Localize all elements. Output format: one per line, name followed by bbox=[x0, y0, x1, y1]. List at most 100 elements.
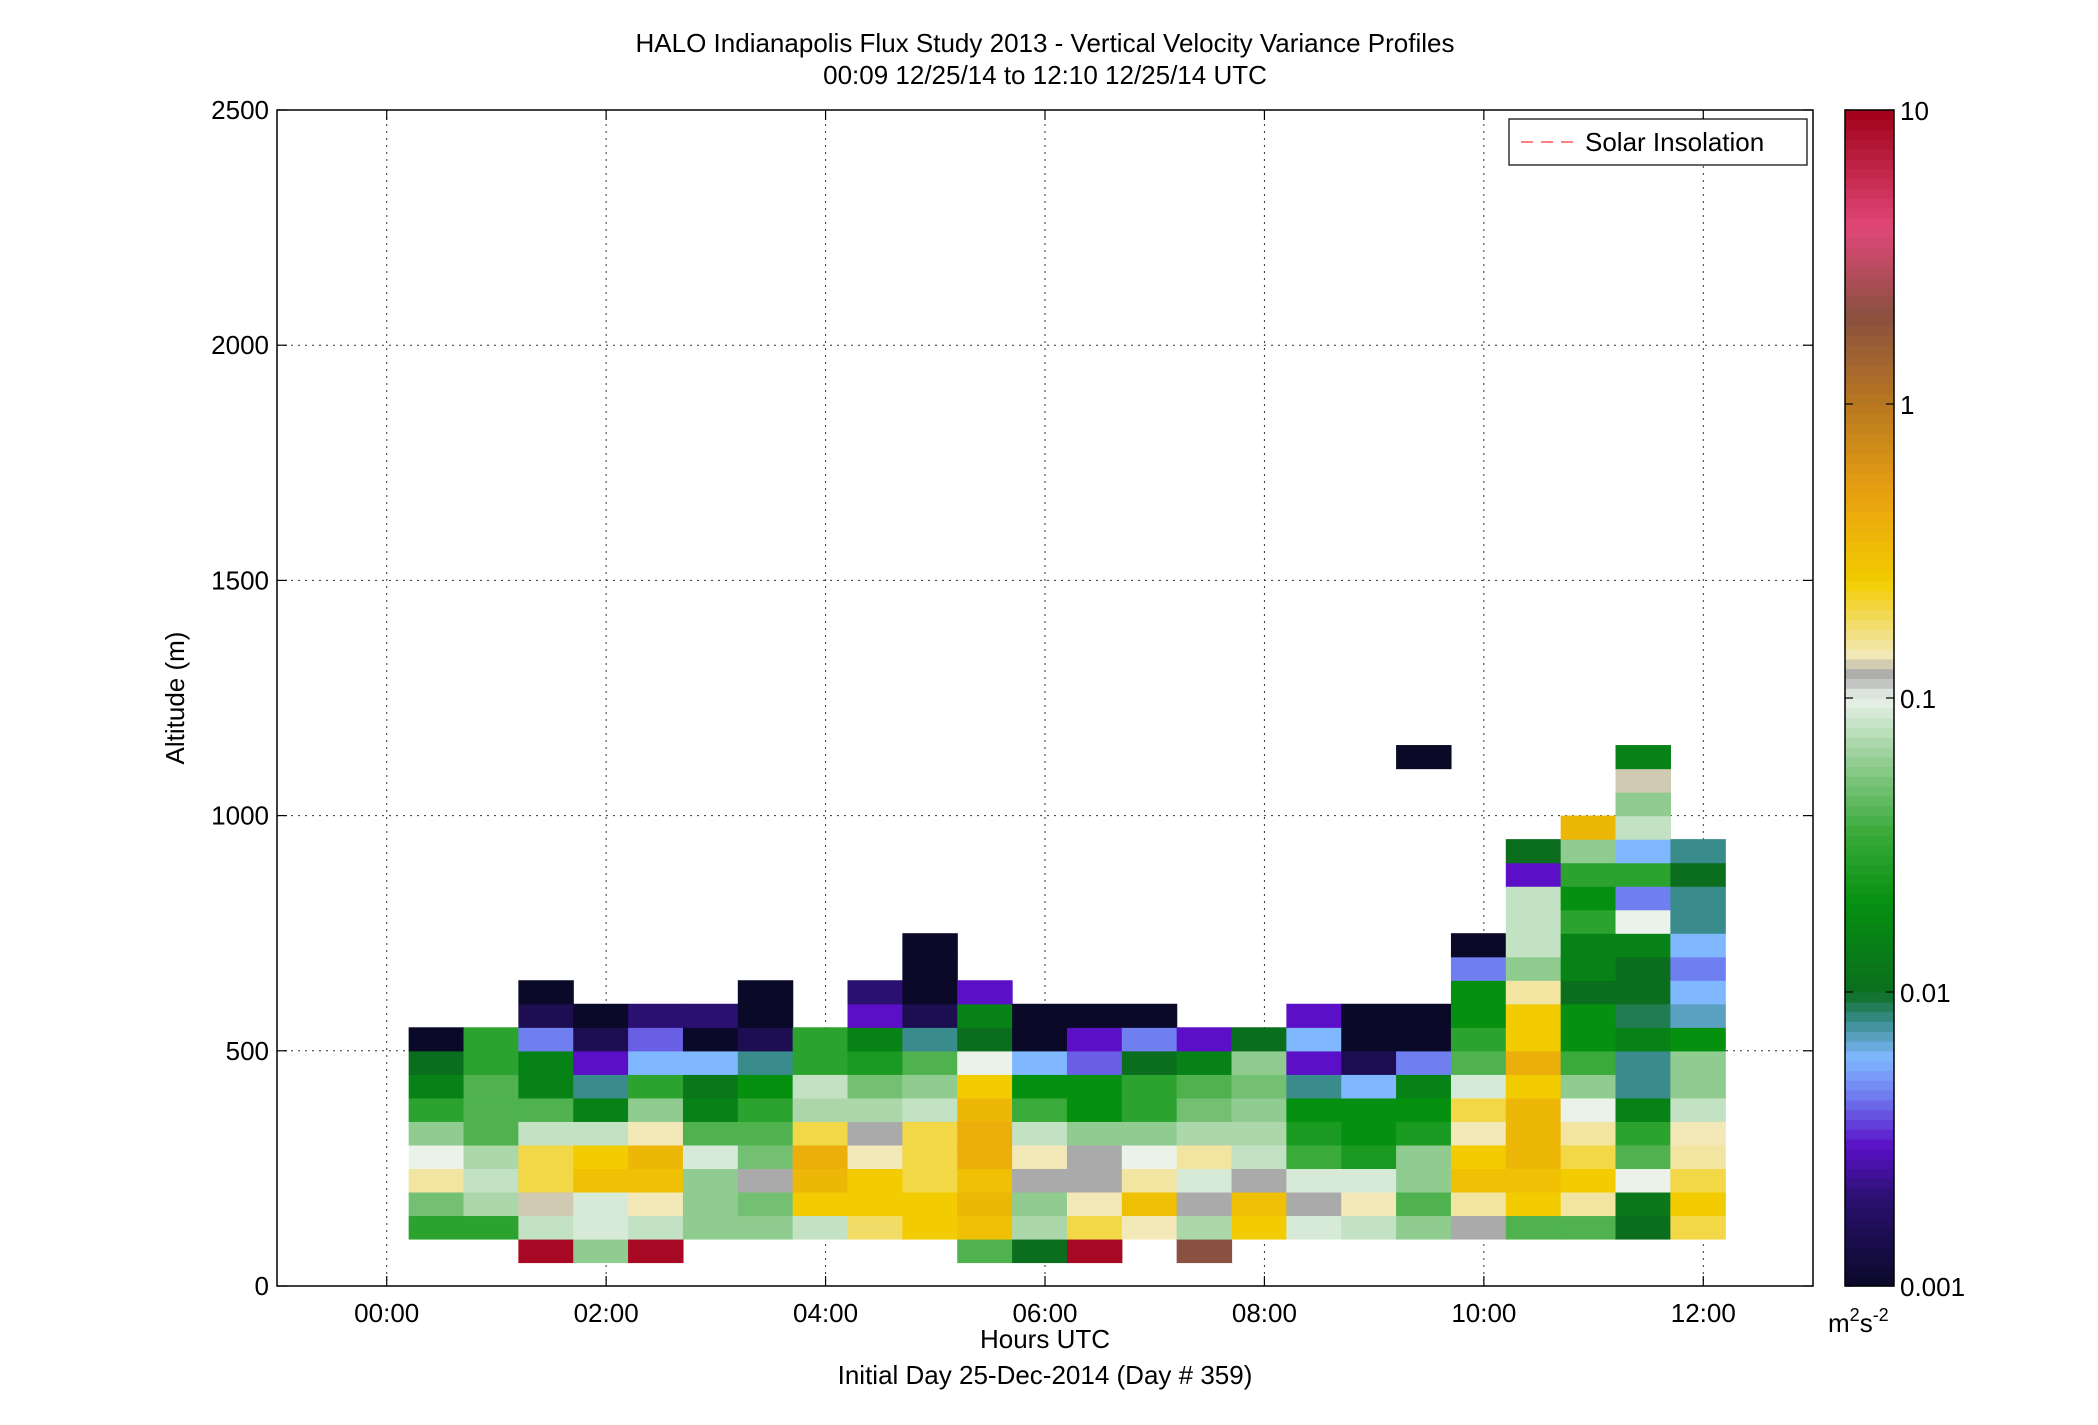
heatmap-cell bbox=[1615, 839, 1671, 864]
y-tick-labels: 0 500 1000 1500 2000 2500 bbox=[211, 95, 269, 1301]
colorbar-band bbox=[1845, 913, 1894, 924]
heatmap-cell bbox=[628, 1074, 684, 1099]
colorbar-band bbox=[1845, 649, 1894, 660]
legend-label-solar-insolation: Solar Insolation bbox=[1585, 127, 1764, 157]
heatmap-cell bbox=[1231, 1097, 1287, 1122]
colorbar-band bbox=[1845, 894, 1894, 905]
colorbar-band bbox=[1845, 1080, 1894, 1091]
heatmap-cell bbox=[1560, 1168, 1617, 1193]
heatmap-cell bbox=[1286, 1215, 1342, 1240]
heatmap-cell bbox=[957, 1074, 1013, 1099]
heatmap-cell bbox=[1670, 1050, 1726, 1075]
heatmap-cell bbox=[1505, 1191, 1562, 1217]
y-tick-label: 1000 bbox=[211, 801, 269, 831]
colorbar-band bbox=[1845, 874, 1894, 885]
heatmap-cell bbox=[1560, 815, 1617, 840]
heatmap-cell bbox=[1286, 1027, 1342, 1052]
heatmap-cell bbox=[1505, 956, 1562, 981]
heatmap-cell bbox=[1505, 886, 1562, 911]
colorbar-band bbox=[1845, 306, 1894, 317]
colorbar-band bbox=[1845, 110, 1894, 121]
heatmap-cell bbox=[737, 1003, 794, 1028]
heatmap-cell bbox=[737, 1121, 794, 1146]
colorbar-band bbox=[1845, 1207, 1894, 1218]
colorbar-band bbox=[1845, 1001, 1894, 1013]
heatmap-cell bbox=[1396, 1027, 1452, 1052]
colorbar-tick-label: 0.001 bbox=[1900, 1272, 1965, 1302]
heatmap-cell bbox=[1341, 1144, 1397, 1169]
heatmap-cell bbox=[518, 1003, 574, 1028]
heatmap-cell bbox=[957, 1003, 1013, 1028]
axis-ticks bbox=[277, 109, 1813, 1287]
colorbar-band bbox=[1845, 1031, 1894, 1042]
colorbar-band bbox=[1845, 129, 1894, 140]
heatmap-cell bbox=[682, 1003, 739, 1028]
heatmap-cell bbox=[1505, 980, 1562, 1005]
heatmap-cell bbox=[902, 933, 958, 958]
colorbar-band bbox=[1845, 384, 1894, 395]
heatmap-cell bbox=[1231, 1121, 1287, 1146]
heatmap-cell bbox=[682, 1050, 739, 1075]
heatmap-cell bbox=[902, 980, 958, 1005]
heatmap-cell bbox=[628, 1144, 684, 1169]
heatmap-cell bbox=[1560, 1003, 1617, 1028]
heatmap-cell bbox=[1012, 1003, 1068, 1028]
colorbar-band bbox=[1845, 423, 1894, 434]
heatmap-cell bbox=[1396, 1191, 1452, 1217]
heatmap-cell bbox=[1670, 1215, 1726, 1240]
heatmap-cell bbox=[1066, 1074, 1123, 1099]
heatmap-cell bbox=[1450, 1144, 1507, 1169]
colorbar-band bbox=[1845, 796, 1894, 807]
heatmap-cell bbox=[1231, 1050, 1287, 1075]
heatmap-cell bbox=[1670, 886, 1726, 911]
heatmap-cell bbox=[1396, 1168, 1452, 1193]
heatmap-cell bbox=[463, 1121, 519, 1146]
heatmap-cell bbox=[1341, 1050, 1397, 1075]
heatmap-cell bbox=[1066, 1238, 1123, 1264]
colorbar-band bbox=[1845, 1041, 1894, 1052]
heatmap-cell bbox=[1012, 1074, 1068, 1099]
colorbar-band bbox=[1845, 1197, 1894, 1209]
heatmap-cell bbox=[737, 1168, 794, 1193]
heatmap-cell bbox=[1670, 1121, 1726, 1146]
heatmap-cell bbox=[1176, 1027, 1233, 1052]
heatmap-cell bbox=[408, 1168, 465, 1193]
heatmap-cell bbox=[408, 1191, 465, 1217]
heatmap-cell bbox=[847, 1050, 903, 1075]
heatmap-cell bbox=[737, 1050, 794, 1075]
heatmap-cell bbox=[463, 1050, 519, 1075]
heatmap-cell bbox=[1121, 1215, 1178, 1240]
colorbar-band bbox=[1845, 845, 1894, 856]
heatmap-cell bbox=[1176, 1050, 1233, 1075]
heatmap-cell bbox=[1121, 1074, 1178, 1099]
heatmap-cell bbox=[1012, 1238, 1068, 1264]
heatmap-cell bbox=[1286, 1097, 1342, 1122]
heatmap-cell bbox=[1450, 1121, 1507, 1146]
colorbar-band bbox=[1845, 257, 1894, 268]
y-tick-label: 500 bbox=[226, 1036, 269, 1066]
heatmap-cell bbox=[1012, 1144, 1068, 1169]
colorbar-band bbox=[1845, 884, 1894, 895]
heatmap-cell bbox=[847, 1215, 903, 1240]
heatmap-cell bbox=[1615, 1074, 1671, 1099]
heatmap-cell bbox=[1670, 1097, 1726, 1122]
colorbar-band bbox=[1845, 629, 1894, 640]
colorbar-band bbox=[1845, 600, 1894, 611]
heatmap-cell bbox=[1176, 1144, 1233, 1169]
heatmap-cell bbox=[1615, 792, 1671, 817]
heatmap-cell bbox=[1505, 839, 1562, 864]
x-tick-label: 10:00 bbox=[1451, 1298, 1516, 1328]
heatmap-cell bbox=[1012, 1191, 1068, 1217]
heatmap-cell bbox=[1615, 956, 1671, 981]
heatmap-cell bbox=[792, 1191, 849, 1217]
colorbar-band bbox=[1845, 854, 1894, 866]
heatmap-cell bbox=[1012, 1215, 1068, 1240]
colorbar-band bbox=[1845, 247, 1894, 258]
colorbar bbox=[1845, 110, 1894, 1287]
heatmap-cell bbox=[1560, 1215, 1617, 1240]
colorbar-band bbox=[1845, 139, 1894, 150]
heatmap-cell bbox=[1341, 1074, 1397, 1099]
heatmap-cell bbox=[1121, 1003, 1178, 1028]
legend: Solar Insolation bbox=[1508, 118, 1808, 166]
heatmap-cell bbox=[847, 1144, 903, 1169]
